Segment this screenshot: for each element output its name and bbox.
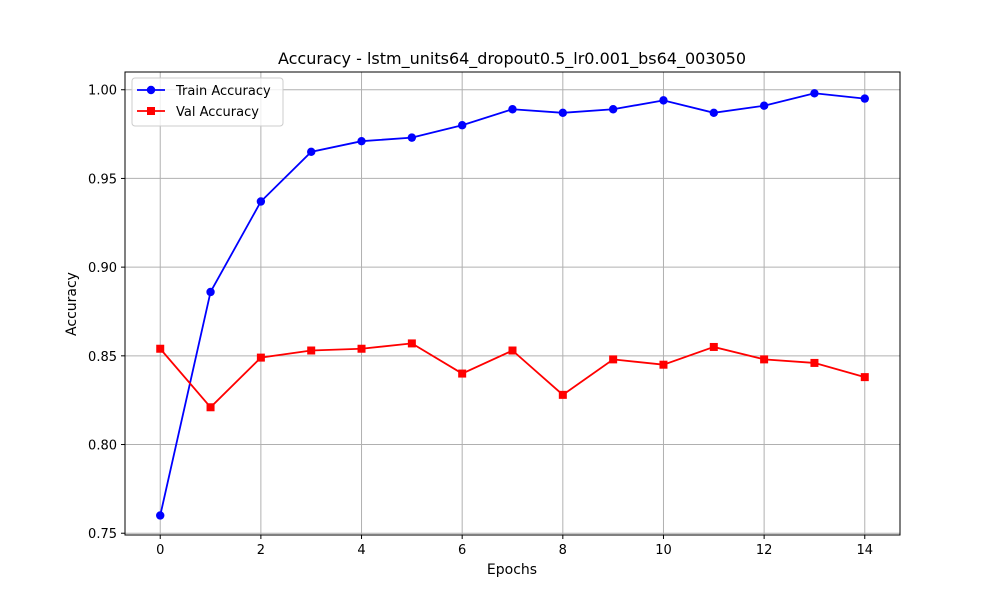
y-tick-label: 1.00 bbox=[88, 84, 117, 99]
val-accuracy-point bbox=[206, 403, 215, 412]
x-tick-label: 8 bbox=[559, 543, 567, 558]
val-accuracy-point bbox=[357, 344, 366, 353]
val-accuracy-point bbox=[307, 346, 316, 355]
train-accuracy-point bbox=[659, 96, 668, 105]
val-accuracy-point bbox=[810, 358, 819, 367]
train-accuracy-point bbox=[256, 197, 266, 206]
val-accuracy-point bbox=[256, 353, 265, 362]
y-tick-label: 0.90 bbox=[88, 261, 117, 276]
x-tick-label: 4 bbox=[357, 543, 365, 558]
train-accuracy-point bbox=[709, 108, 718, 118]
train-accuracy-point bbox=[810, 89, 819, 98]
x-tick-label: 14 bbox=[856, 543, 873, 558]
y-tick-label: 0.95 bbox=[88, 172, 117, 187]
plot-area-frame bbox=[124, 71, 901, 536]
val-accuracy-point bbox=[508, 346, 517, 355]
y-tick-label: 0.85 bbox=[88, 350, 117, 365]
train-accuracy-point bbox=[307, 147, 316, 157]
legend: Train Accuracy Val Accuracy bbox=[131, 77, 284, 127]
train-accuracy-point bbox=[508, 105, 517, 114]
legend-train-label: Train Accuracy bbox=[175, 84, 271, 99]
val-accuracy-point bbox=[609, 355, 618, 364]
train-accuracy-point bbox=[156, 511, 165, 520]
x-tick-label: 6 bbox=[458, 543, 466, 558]
train-accuracy-point bbox=[860, 94, 869, 103]
legend-train-marker bbox=[146, 85, 156, 95]
train-accuracy-point bbox=[759, 101, 769, 110]
legend-box bbox=[131, 77, 284, 127]
y-tick-label: 0.75 bbox=[88, 527, 117, 542]
x-tick-label: 10 bbox=[655, 543, 672, 558]
val-accuracy-point bbox=[558, 390, 567, 399]
legend-val-marker bbox=[147, 107, 155, 115]
train-accuracy-point bbox=[608, 105, 618, 114]
chart-title: Accuracy - lstm_units64_dropout0.5_lr0.0… bbox=[278, 49, 746, 69]
legend-val-label: Val Accuracy bbox=[176, 105, 259, 120]
val-accuracy-point bbox=[659, 360, 668, 369]
train-accuracy-point bbox=[558, 108, 568, 118]
x-tick-label: 0 bbox=[156, 543, 164, 558]
y-tick-label: 0.80 bbox=[88, 439, 117, 454]
train-accuracy-point bbox=[206, 287, 215, 297]
train-accuracy-point bbox=[357, 136, 366, 146]
val-accuracy-point bbox=[156, 344, 165, 353]
val-accuracy-point bbox=[458, 369, 467, 378]
x-tick-label: 2 bbox=[257, 543, 265, 558]
y-axis-label: Accuracy bbox=[64, 272, 80, 336]
series-layer bbox=[156, 89, 869, 520]
val-accuracy-point bbox=[760, 355, 769, 364]
train-accuracy-point bbox=[407, 133, 417, 142]
val-accuracy-point bbox=[860, 373, 869, 382]
axis-ticks: 0 2 4 6 8 10 12 14 0.75 0.80 0.85 0.90 0.95 1.00 bbox=[88, 84, 873, 558]
val-accuracy-point bbox=[407, 339, 416, 348]
val-accuracy-point bbox=[709, 342, 718, 351]
x-axis-label: Epochs bbox=[487, 562, 537, 578]
x-tick-label: 12 bbox=[756, 543, 773, 558]
train-accuracy-point bbox=[457, 121, 467, 130]
grid-lines bbox=[125, 72, 900, 535]
